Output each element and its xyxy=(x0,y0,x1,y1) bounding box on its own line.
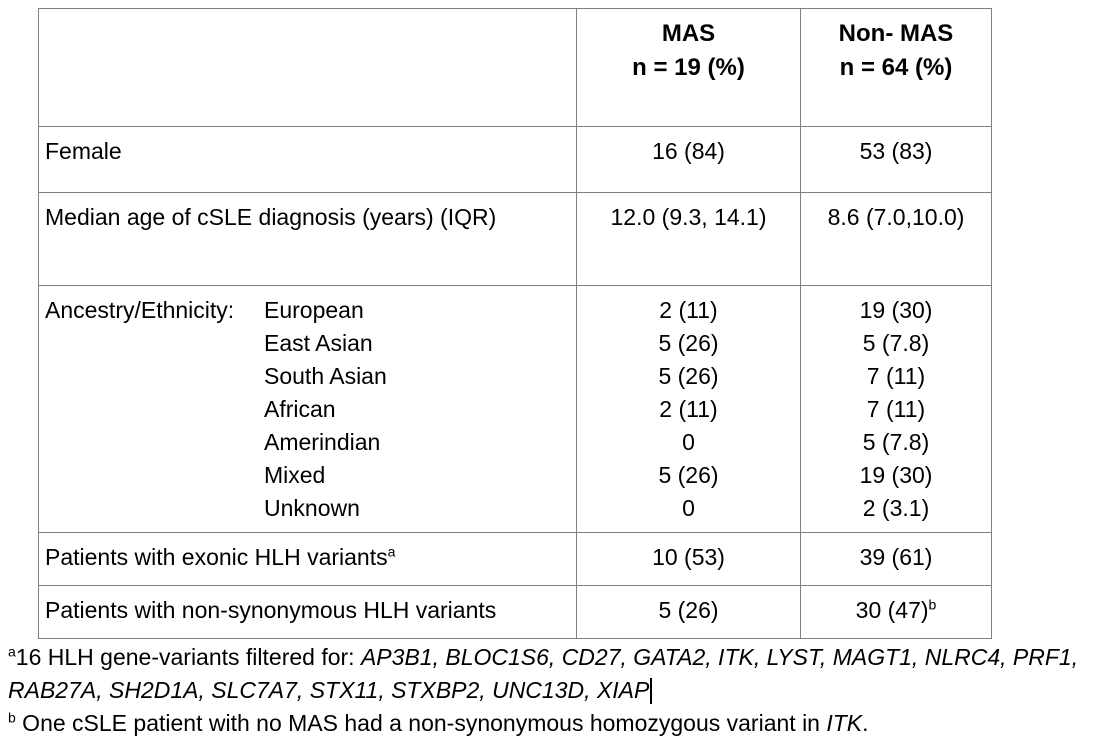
ancestry-item-name: South Asian xyxy=(264,363,387,389)
table-row-median-age: Median age of cSLE diagnosis (years) (IQ… xyxy=(38,192,992,286)
ancestry-item-name: Unknown xyxy=(264,495,360,521)
table-row-nonsynonymous-variants: Patients with non-synonymous HLH variant… xyxy=(38,585,992,639)
footnote-a[interactable]: a16 HLH gene-variants filtered for: AP3B… xyxy=(8,641,1112,707)
footnote-b-marker-ref: b xyxy=(928,596,937,613)
footnote-b-marker: b xyxy=(8,709,16,726)
footnote-b-suffix: . xyxy=(862,710,869,736)
exonic-non-mas-value[interactable]: 39 (61) xyxy=(800,532,992,586)
exonic-mas-value[interactable]: 10 (53) xyxy=(576,532,801,586)
nonsyn-non-mas-cell[interactable]: 30 (47)b xyxy=(800,585,992,639)
footnote-a-marker-ref: a xyxy=(387,543,396,560)
non-mas-column-title: Non- MAS xyxy=(838,20,954,47)
ancestry-mas-value: 5 (26) xyxy=(658,330,719,356)
table-row-ancestry: Ancestry/Ethnicity: European East Asian … xyxy=(38,285,992,533)
footnote-a-text: 16 HLH gene-variants filtered for: xyxy=(15,644,361,670)
ancestry-non-mas-value: 2 (3.1) xyxy=(862,495,930,521)
ancestry-mas-value: 2 (11) xyxy=(659,396,718,422)
header-cell-empty[interactable] xyxy=(38,8,577,127)
ancestry-non-mas-value: 19 (30) xyxy=(859,462,933,488)
exonic-variants-label: Patients with exonic HLH variants xyxy=(45,544,388,570)
patient-characteristics-table: MAS n = 19 (%) Non- MAS n = 64 (%) Femal… xyxy=(38,8,992,639)
table-row-exonic-variants: Patients with exonic HLH variantsa 10 (5… xyxy=(38,532,992,586)
ancestry-non-mas-value: 5 (7.8) xyxy=(862,330,930,356)
footnote-b[interactable]: b One cSLE patient with no MAS had a non… xyxy=(8,707,1112,740)
ancestry-mas-value: 5 (26) xyxy=(658,363,719,389)
ancestry-non-mas-value: 5 (7.8) xyxy=(862,429,930,455)
nonsyn-mas-value[interactable]: 5 (26) xyxy=(576,585,801,639)
ancestry-label-cell[interactable]: Ancestry/Ethnicity: European East Asian … xyxy=(38,285,577,533)
ancestry-mas-value: 2 (11) xyxy=(659,297,718,323)
mas-column-title: MAS xyxy=(661,20,716,47)
ancestry-item-name: Amerindian xyxy=(264,429,381,455)
non-mas-column-count: n = 64 (%) xyxy=(839,54,953,81)
female-label[interactable]: Female xyxy=(38,126,577,193)
ancestry-mas-value: 0 xyxy=(682,429,695,455)
median-age-label[interactable]: Median age of cSLE diagnosis (years) (IQ… xyxy=(38,192,577,286)
ancestry-item-name: African xyxy=(264,396,336,422)
female-non-mas-value[interactable]: 53 (83) xyxy=(800,126,992,193)
header-cell-mas[interactable]: MAS n = 19 (%) xyxy=(576,8,801,127)
header-cell-non-mas[interactable]: Non- MAS n = 64 (%) xyxy=(800,8,992,127)
mas-column-count: n = 19 (%) xyxy=(632,54,745,81)
ancestry-item-name: Mixed xyxy=(264,462,326,488)
footnote-b-text: One cSLE patient with no MAS had a non-s… xyxy=(15,710,827,736)
ancestry-non-mas-value: 7 (11) xyxy=(866,363,926,389)
ancestry-non-mas-value: 7 (11) xyxy=(866,396,926,422)
ancestry-mas-value: 5 (26) xyxy=(658,462,719,488)
text-caret xyxy=(650,677,653,704)
footnote-a-marker: a xyxy=(8,643,16,660)
table-footnotes: a16 HLH gene-variants filtered for: AP3B… xyxy=(8,641,1112,740)
ancestry-label: Ancestry/Ethnicity: xyxy=(45,297,235,323)
ancestry-item-name: East Asian xyxy=(264,330,373,356)
footnote-a-gene-list: AP3B1, BLOC1S6, CD27, GATA2, ITK, LYST, … xyxy=(8,644,1079,703)
ancestry-mas-value: 0 xyxy=(682,495,695,521)
exonic-variants-label-cell[interactable]: Patients with exonic HLH variantsa xyxy=(38,532,577,586)
nonsyn-non-mas-value: 30 (47) xyxy=(855,597,929,623)
table-header-row: MAS n = 19 (%) Non- MAS n = 64 (%) xyxy=(38,8,992,127)
female-mas-value[interactable]: 16 (84) xyxy=(576,126,801,193)
median-age-mas-value[interactable]: 12.0 (9.3, 14.1) xyxy=(576,192,801,286)
table-row-female: Female 16 (84) 53 (83) xyxy=(38,126,992,193)
median-age-non-mas-value[interactable]: 8.6 (7.0,10.0) xyxy=(800,192,992,286)
nonsyn-variants-label[interactable]: Patients with non-synonymous HLH variant… xyxy=(38,585,577,639)
ancestry-item-name: European xyxy=(264,297,364,323)
ancestry-mas-cell[interactable]: 2 (11) 5 (26) 5 (26) 2 (11) 0 5 (26) 0 xyxy=(576,285,801,533)
ancestry-non-mas-cell[interactable]: 19 (30) 5 (7.8) 7 (11) 7 (11) 5 (7.8) 19… xyxy=(800,285,992,533)
ancestry-non-mas-value: 19 (30) xyxy=(859,297,933,323)
footnote-b-gene: ITK xyxy=(826,710,863,736)
